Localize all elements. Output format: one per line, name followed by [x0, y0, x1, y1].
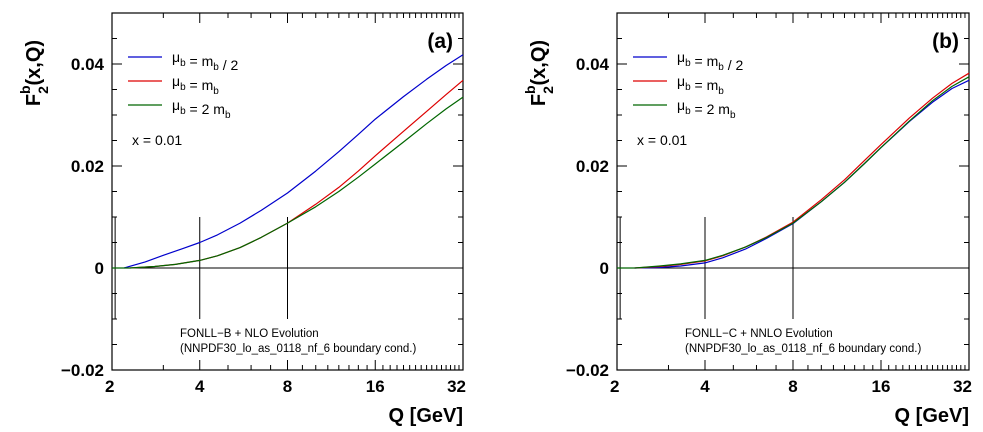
boundary-note: (NNPDF30_lo_as_0118_nf_6 boundary cond.) — [685, 343, 921, 355]
x-tick-label: 8 — [283, 377, 292, 396]
legend-entry: μb = 2 mb — [677, 97, 736, 121]
legend-entry: μb = mb / 2 — [677, 49, 744, 73]
x-axis-title: Q [GeV] — [389, 405, 463, 427]
x-value-annotation: x = 0.01 — [637, 132, 687, 148]
y-tick-label: 0.02 — [576, 157, 609, 176]
legend-entry: μb = mb — [677, 73, 724, 97]
x-tick-label: 16 — [366, 377, 385, 396]
chart-panel-b: −0.02 0 0.02 0.04 2 4 8 16 32 Q [GeV] F2b(x,Q) μb =… — [522, 12, 972, 427]
series-line-2 — [129, 96, 464, 269]
x-tick-label: 32 — [953, 377, 972, 396]
panel-label: (a) — [427, 30, 453, 53]
y-tick-label: −0.02 — [566, 361, 609, 380]
y-tick-label: 0 — [600, 259, 609, 278]
y-tick-label: 0 — [95, 259, 104, 278]
panel-label: (b) — [932, 30, 959, 53]
y-tick-label: −0.02 — [61, 361, 104, 380]
x-tick-label: 2 — [105, 377, 114, 396]
x-tick-label: 4 — [195, 377, 205, 396]
y-tick-label: 0.04 — [576, 55, 610, 74]
series-line-2 — [634, 76, 970, 269]
x-value-annotation: x = 0.01 — [132, 132, 182, 148]
boundary-note: (NNPDF30_lo_as_0118_nf_6 boundary cond.) — [180, 343, 416, 355]
legend-entry: μb = mb / 2 — [172, 49, 239, 73]
x-tick-label: 16 — [872, 377, 891, 396]
y-axis-title: F2b(x,Q) — [522, 40, 556, 106]
y-tick-label: 0.02 — [71, 157, 104, 176]
x-tick-label: 8 — [788, 377, 797, 396]
x-tick-label: 4 — [700, 377, 710, 396]
x-tick-label: 32 — [447, 377, 466, 396]
x-tick-label: 2 — [610, 377, 619, 396]
y-axis-title: F2b(x,Q) — [17, 40, 51, 106]
y-tick-label: 0.04 — [71, 55, 105, 74]
series-line-0 — [123, 54, 464, 269]
x-axis-title: Q [GeV] — [895, 405, 969, 427]
legend-entry: μb = 2 mb — [172, 97, 231, 121]
legend-entry: μb = mb — [172, 73, 219, 97]
scheme-note: FONLL−C + NNLO Evolution — [685, 328, 833, 340]
scheme-note: FONLL−B + NLO Evolution — [180, 328, 319, 340]
chart-panel-a: −0.02 0 0.02 0.04 2 4 8 16 32 Q [GeV] F2b(x,Q) μb =… — [17, 12, 466, 427]
